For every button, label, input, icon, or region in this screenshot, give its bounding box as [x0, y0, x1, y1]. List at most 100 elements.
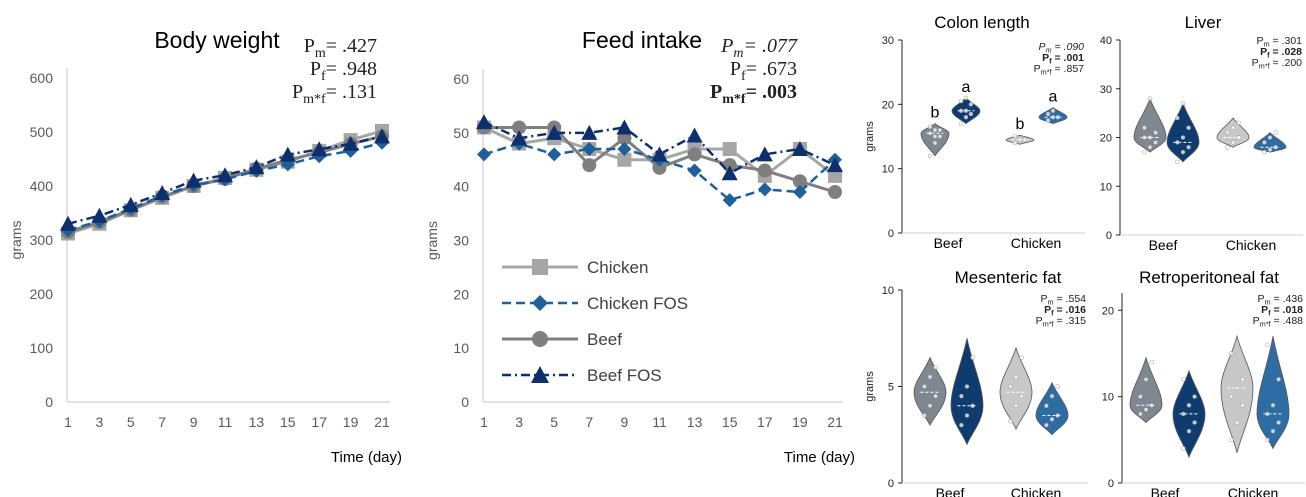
- data-point-chicken: [722, 141, 737, 156]
- violin-data-point: [1017, 137, 1023, 142]
- violin-data-point: [1143, 377, 1149, 382]
- x-category-label: Chicken: [1226, 237, 1277, 253]
- violin-data-point: [970, 355, 975, 360]
- violin-data-point: [1236, 135, 1241, 140]
- x-category-label: Beef: [1149, 237, 1178, 253]
- data-point-beef: [687, 147, 702, 162]
- x-tick-label: 13: [687, 414, 703, 430]
- y-tick-label: 10: [1100, 181, 1112, 193]
- significance-letter: b: [1016, 116, 1025, 133]
- violin-data-point: [1147, 145, 1153, 150]
- violin-data-point: [1276, 377, 1281, 382]
- violin-data-point: [1192, 394, 1197, 399]
- violin-data-point: [927, 374, 933, 380]
- series-line-chicken-fos: [67, 141, 383, 232]
- violin-data-point: [1019, 355, 1024, 360]
- p-value-f: Pf = .016: [1044, 304, 1086, 318]
- violin-data-point: [1186, 403, 1192, 408]
- data-point-beef-fos: [342, 135, 359, 151]
- violin-data-point: [1267, 135, 1273, 140]
- violin-data-point: [1050, 108, 1056, 114]
- legend-label: Beef: [587, 330, 622, 349]
- violin-data-point: [1265, 411, 1270, 417]
- violin-chicken: [1220, 334, 1254, 453]
- violin-data-point: [1044, 422, 1049, 428]
- violin-data-point: [1229, 351, 1234, 356]
- data-point-beef-fos: [60, 215, 76, 231]
- violin-data-point: [1262, 140, 1267, 145]
- series-line-beef-fos: [67, 135, 383, 226]
- violin-data-point: [927, 153, 933, 159]
- series-line-beef-fos: [483, 120, 836, 175]
- data-point-beef-fos: [185, 172, 202, 188]
- violin-data-point: [970, 403, 975, 409]
- y-tick-label: 0: [1106, 230, 1112, 242]
- violin-data-point: [1240, 403, 1245, 408]
- data-point-beef-fos: [827, 157, 843, 173]
- data-point-beef-fos: [581, 124, 598, 140]
- violin-data-point: [932, 127, 938, 133]
- violin-data-point: [1149, 403, 1154, 408]
- p-value-mf: Pm*f = .857: [1034, 63, 1085, 77]
- violin-data-point: [1273, 145, 1278, 150]
- x-tick-label: 17: [311, 414, 327, 430]
- x-tick-label: 7: [158, 414, 166, 430]
- legend-marker: [532, 331, 548, 347]
- violin-beef-fos: [1166, 102, 1200, 163]
- data-point-beef-fos: [248, 159, 265, 175]
- data-point-chicken-fos: [582, 141, 597, 156]
- violin-data-point: [1236, 120, 1241, 126]
- y-tick-label: 600: [30, 70, 54, 86]
- violin-chicken: [999, 346, 1033, 430]
- violin-data-point: [1153, 130, 1158, 135]
- data-point-beef: [792, 174, 807, 189]
- violin-data-point: [1055, 413, 1060, 418]
- violin-data-point: [1181, 446, 1186, 451]
- y-axis-label: grams: [8, 221, 24, 260]
- x-tick-label: 9: [190, 414, 198, 430]
- series-line-chicken-fos: [483, 142, 836, 202]
- violin-data-point: [1229, 437, 1234, 443]
- violin-data-point: [1175, 140, 1180, 145]
- y-tick-label: 40: [453, 179, 469, 195]
- p-value-f: Pf = .001: [1042, 52, 1084, 66]
- violin-data-point: [1186, 428, 1192, 434]
- violin-data-point: [1008, 384, 1013, 389]
- p-value-f: Pf = .028: [1260, 46, 1302, 60]
- violin-data-point: [1147, 96, 1153, 101]
- y-tick-label: 60: [453, 71, 469, 87]
- x-tick-label: 1: [480, 414, 488, 430]
- violin-data-point: [963, 95, 969, 101]
- p-value-mf: Pm*f = .315: [1036, 315, 1087, 329]
- violin-data-point: [1138, 411, 1143, 417]
- legend-label: Chicken FOS: [587, 294, 688, 313]
- violin-data-point: [1138, 394, 1143, 399]
- violin-beef: [1129, 356, 1163, 424]
- x-tick-label: 3: [515, 414, 523, 430]
- x-tick-label: 5: [127, 414, 135, 430]
- data-point-chicken: [617, 152, 632, 167]
- data-point-beef-fos: [374, 128, 390, 144]
- x-axis-label: Time (day): [331, 449, 402, 466]
- violin-data-point: [1180, 135, 1186, 140]
- y-tick-label: 30: [882, 35, 894, 47]
- x-tick-label: 17: [757, 414, 773, 430]
- y-tick-label: 40: [1100, 35, 1112, 47]
- violin-beef: [1133, 97, 1167, 153]
- data-point-beef-fos: [217, 167, 233, 183]
- violin-data-point: [937, 127, 943, 133]
- violin-data-point: [958, 121, 964, 126]
- violin-data-point: [1234, 420, 1240, 425]
- x-axis-label: Time (day): [784, 449, 855, 466]
- violin-data-point: [933, 393, 938, 399]
- violin-data-point: [963, 108, 969, 114]
- y-tick-label: 0: [45, 394, 53, 410]
- violin-data-point: [1175, 115, 1180, 121]
- violin-data-point: [1192, 420, 1197, 425]
- violin-data-point: [1225, 130, 1230, 135]
- y-axis-label: grams: [864, 371, 876, 402]
- y-tick-label: 0: [888, 228, 894, 240]
- data-point-beef-fos: [122, 196, 139, 212]
